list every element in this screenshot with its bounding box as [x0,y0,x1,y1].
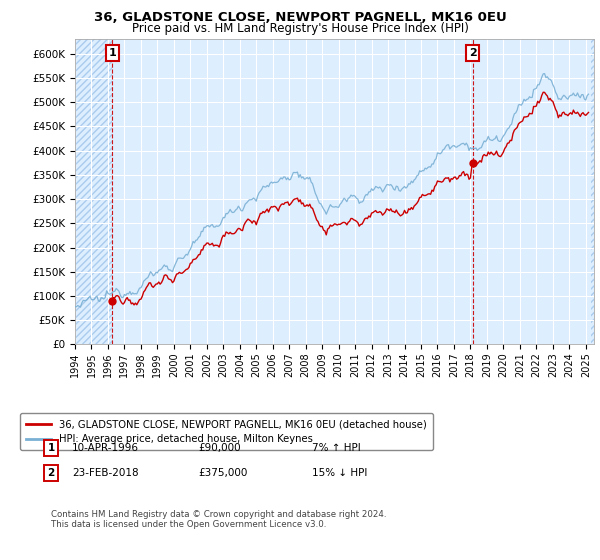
Text: 23-FEB-2018: 23-FEB-2018 [72,468,139,478]
Text: £90,000: £90,000 [198,443,241,453]
Text: Contains HM Land Registry data © Crown copyright and database right 2024.
This d: Contains HM Land Registry data © Crown c… [51,510,386,529]
Text: 10-APR-1996: 10-APR-1996 [72,443,139,453]
Text: 15% ↓ HPI: 15% ↓ HPI [312,468,367,478]
Text: Price paid vs. HM Land Registry's House Price Index (HPI): Price paid vs. HM Land Registry's House … [131,22,469,35]
Legend: 36, GLADSTONE CLOSE, NEWPORT PAGNELL, MK16 0EU (detached house), HPI: Average pr: 36, GLADSTONE CLOSE, NEWPORT PAGNELL, MK… [20,413,433,450]
Text: 36, GLADSTONE CLOSE, NEWPORT PAGNELL, MK16 0EU: 36, GLADSTONE CLOSE, NEWPORT PAGNELL, MK… [94,11,506,24]
Text: 1: 1 [47,443,55,453]
Text: 2: 2 [469,48,476,58]
Text: 2: 2 [47,468,55,478]
Text: 1: 1 [109,48,116,58]
Text: 7% ↑ HPI: 7% ↑ HPI [312,443,361,453]
Text: £375,000: £375,000 [198,468,247,478]
